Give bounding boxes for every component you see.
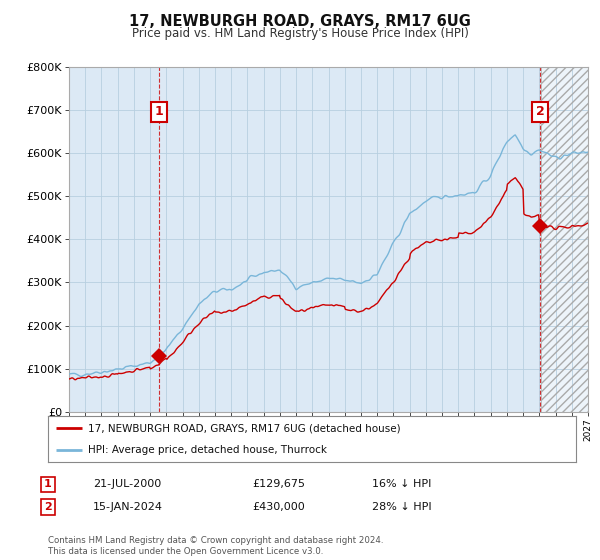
Text: 17, NEWBURGH ROAD, GRAYS, RM17 6UG (detached house): 17, NEWBURGH ROAD, GRAYS, RM17 6UG (deta… xyxy=(88,423,400,433)
Text: 1: 1 xyxy=(44,479,52,489)
Text: HPI: Average price, detached house, Thurrock: HPI: Average price, detached house, Thur… xyxy=(88,445,326,455)
Text: 2: 2 xyxy=(44,502,52,512)
Bar xyxy=(541,67,588,412)
Text: Contains HM Land Registry data © Crown copyright and database right 2024.
This d: Contains HM Land Registry data © Crown c… xyxy=(48,536,383,556)
Text: 16% ↓ HPI: 16% ↓ HPI xyxy=(372,479,431,489)
Text: 1: 1 xyxy=(155,105,163,119)
Text: 2: 2 xyxy=(536,105,544,119)
Text: 21-JUL-2000: 21-JUL-2000 xyxy=(93,479,161,489)
Text: 28% ↓ HPI: 28% ↓ HPI xyxy=(372,502,431,512)
Text: 17, NEWBURGH ROAD, GRAYS, RM17 6UG: 17, NEWBURGH ROAD, GRAYS, RM17 6UG xyxy=(129,14,471,29)
Text: £430,000: £430,000 xyxy=(252,502,305,512)
Text: Price paid vs. HM Land Registry's House Price Index (HPI): Price paid vs. HM Land Registry's House … xyxy=(131,27,469,40)
Text: £129,675: £129,675 xyxy=(252,479,305,489)
Text: 15-JAN-2024: 15-JAN-2024 xyxy=(93,502,163,512)
Bar xyxy=(541,67,588,412)
